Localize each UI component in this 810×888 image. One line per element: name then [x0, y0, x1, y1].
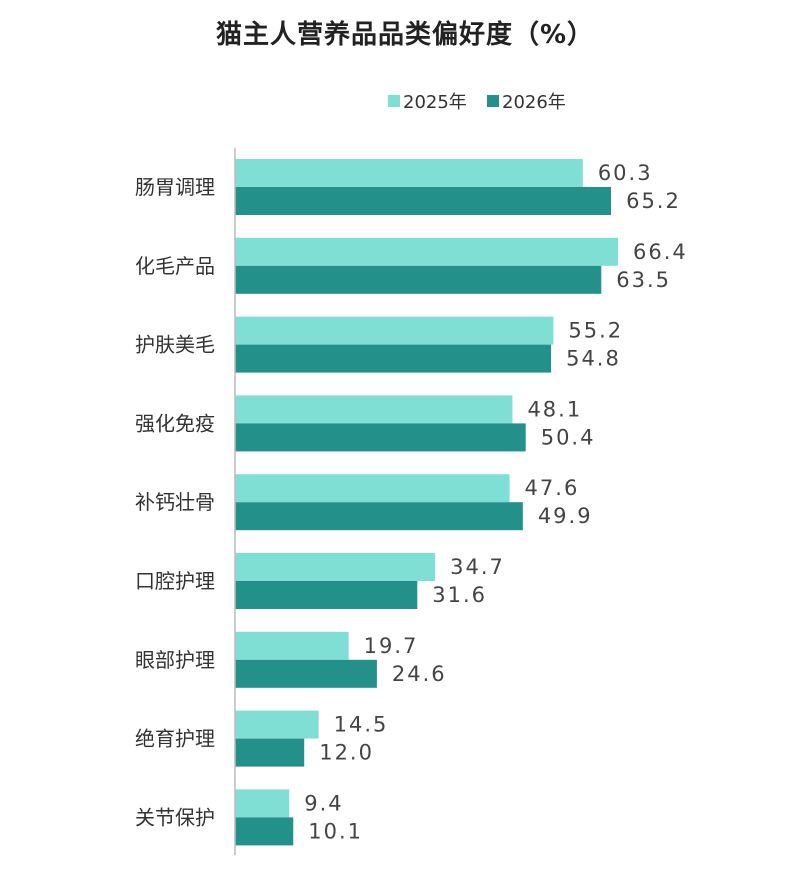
- bar-series-1: [235, 631, 349, 660]
- bar-series-2: [235, 344, 552, 373]
- category-label: 口腔护理: [135, 569, 215, 593]
- bar-series-2: [235, 817, 294, 846]
- value-label-series-1: 9.4: [304, 791, 343, 815]
- value-label-series-1: 19.7: [364, 634, 419, 658]
- category-label: 绝育护理: [135, 727, 215, 751]
- bar-series-1: [235, 553, 436, 581]
- bar-series-1: [235, 474, 510, 503]
- legend-swatch-2: [487, 95, 499, 107]
- bar-series-1: [235, 316, 554, 345]
- category-label: 化毛产品: [135, 254, 215, 278]
- value-label-series-2: 31.6: [432, 583, 487, 607]
- value-label-series-1: 55.2: [568, 319, 623, 343]
- bar-series-1: [235, 237, 618, 266]
- category-label: 强化免疫: [135, 411, 215, 435]
- value-label-series-1: 47.6: [525, 476, 580, 500]
- bar-series-1: [235, 395, 513, 424]
- bar-series-1: [235, 159, 583, 187]
- bar-series-2: [235, 423, 526, 452]
- bar-series-2: [235, 502, 523, 531]
- bar-series-2: [235, 265, 602, 294]
- bar-series-1: [235, 710, 319, 739]
- bar-series-2: [235, 659, 377, 688]
- bar-series-1: [235, 789, 290, 818]
- legend-swatch-1: [388, 95, 400, 107]
- legend-label-1: 2025年: [403, 92, 467, 113]
- value-label-series-2: 10.1: [308, 819, 363, 843]
- value-label-series-2: 63.5: [616, 268, 671, 292]
- value-label-series-2: 49.9: [538, 504, 593, 528]
- value-label-series-1: 34.7: [450, 555, 505, 579]
- value-label-series-1: 66.4: [633, 240, 688, 264]
- chart-title: 猫主人营养品品类偏好度（%）: [215, 20, 595, 50]
- bar-series-2: [235, 581, 418, 609]
- category-label: 肠胃调理: [135, 175, 215, 199]
- legend-label-2: 2026年: [502, 92, 566, 113]
- category-label: 关节保护: [135, 805, 215, 829]
- bar-series-2: [235, 738, 305, 767]
- category-label: 护肤美毛: [135, 333, 215, 357]
- value-label-series-2: 54.8: [566, 347, 621, 371]
- value-label-series-1: 48.1: [527, 397, 582, 421]
- value-label-series-2: 65.2: [626, 189, 681, 213]
- value-label-series-1: 60.3: [598, 161, 653, 185]
- category-label: 补钙壮骨: [135, 490, 215, 514]
- value-label-series-2: 50.4: [541, 425, 596, 449]
- value-label-series-2: 12.0: [319, 741, 374, 765]
- value-label-series-1: 14.5: [334, 713, 389, 737]
- bar-series-2: [235, 187, 612, 215]
- category-label: 眼部护理: [135, 648, 215, 672]
- value-label-series-2: 24.6: [392, 662, 447, 686]
